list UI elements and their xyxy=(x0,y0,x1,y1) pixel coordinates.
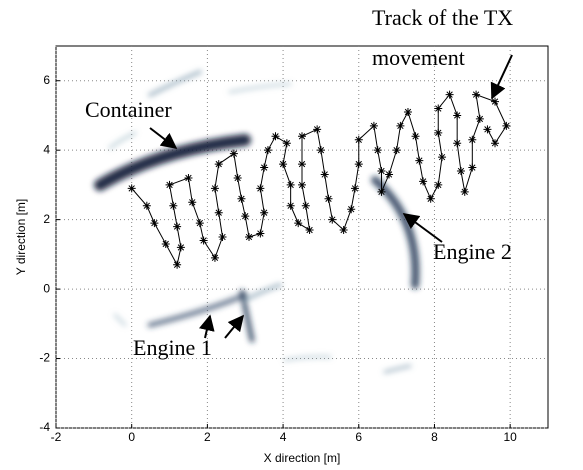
track-point xyxy=(177,243,185,251)
track-point xyxy=(264,146,272,154)
track-point xyxy=(128,184,136,192)
track-point xyxy=(340,226,348,234)
track-point xyxy=(453,139,461,147)
annotation: movement xyxy=(372,45,465,70)
track-point xyxy=(260,209,268,217)
track-point xyxy=(211,184,219,192)
track-point xyxy=(434,181,442,189)
track-point xyxy=(453,111,461,119)
track-point xyxy=(196,219,204,227)
track-point xyxy=(476,115,484,123)
x-tick-label: 10 xyxy=(503,430,517,444)
track-point xyxy=(434,105,442,113)
track-point xyxy=(377,188,385,196)
track-point xyxy=(283,139,291,147)
track-point xyxy=(491,139,499,147)
annotation: Engine 1 xyxy=(133,335,212,360)
track-point xyxy=(245,233,253,241)
annotation: Track of the TX xyxy=(372,5,513,30)
x-axis-label: X direction [m] xyxy=(264,451,341,465)
track-point xyxy=(457,167,465,175)
track-point xyxy=(256,184,264,192)
track-point xyxy=(256,230,264,238)
track-point xyxy=(317,146,325,154)
track-point xyxy=(162,240,170,248)
track-point xyxy=(491,98,499,106)
track-point xyxy=(393,146,401,154)
track-point xyxy=(173,261,181,269)
track-point xyxy=(200,236,208,244)
track-point xyxy=(302,202,310,210)
annotation: Engine 2 xyxy=(433,239,512,264)
chart: X direction [m] Y direction [m] Track of… xyxy=(0,0,583,470)
track-point xyxy=(347,205,355,213)
track-point xyxy=(150,219,158,227)
track-point xyxy=(287,181,295,189)
x-tick-label: 2 xyxy=(204,430,211,444)
track-point xyxy=(385,170,393,178)
track-point xyxy=(230,150,238,158)
track-point xyxy=(404,108,412,116)
track-point xyxy=(272,132,280,140)
track-point xyxy=(472,91,480,99)
y-tick-label: 0 xyxy=(43,281,50,295)
track-point xyxy=(427,195,435,203)
track-point xyxy=(215,209,223,217)
track-point xyxy=(211,254,219,262)
track-point xyxy=(241,212,249,220)
track-point xyxy=(419,177,427,185)
track-point xyxy=(412,132,420,140)
track-point xyxy=(502,122,510,130)
y-tick-label: 4 xyxy=(43,142,50,156)
annotation: Container xyxy=(85,97,172,122)
track-point xyxy=(396,122,404,130)
track-point xyxy=(188,198,196,206)
track-point xyxy=(287,202,295,210)
y-tick-label: 2 xyxy=(43,212,50,226)
track-point xyxy=(234,174,242,182)
track-point xyxy=(298,132,306,140)
track-point xyxy=(434,129,442,137)
track-point xyxy=(483,125,491,133)
track-point xyxy=(298,160,306,168)
track-point xyxy=(219,233,227,241)
track-point xyxy=(438,153,446,161)
x-tick-label: 4 xyxy=(280,430,287,444)
track-point xyxy=(166,181,174,189)
track-point xyxy=(184,174,192,182)
track-point xyxy=(351,184,359,192)
track-point xyxy=(468,136,476,144)
track-point xyxy=(279,160,287,168)
track-point xyxy=(446,91,454,99)
y-tick-label: -4 xyxy=(39,420,50,434)
track-point xyxy=(173,223,181,231)
x-tick-label: 6 xyxy=(355,430,362,444)
track-point xyxy=(328,216,336,224)
track-point xyxy=(415,157,423,165)
track-point xyxy=(143,202,151,210)
track-point xyxy=(306,226,314,234)
track-point xyxy=(260,164,268,172)
track-point xyxy=(374,146,382,154)
track-point xyxy=(321,170,329,178)
x-tick-label: 8 xyxy=(431,430,438,444)
x-tick-label: 0 xyxy=(128,430,135,444)
track-point xyxy=(294,219,302,227)
y-tick-label: -2 xyxy=(39,351,50,365)
track-point xyxy=(377,167,385,175)
track-point xyxy=(237,195,245,203)
y-axis-label: Y direction [m] xyxy=(14,199,28,275)
x-tick-label: -2 xyxy=(51,430,62,444)
track-point xyxy=(298,181,306,189)
track-point xyxy=(215,160,223,168)
track-point xyxy=(169,202,177,210)
y-tick-label: 6 xyxy=(43,73,50,87)
track-point xyxy=(313,125,321,133)
track-point xyxy=(355,136,363,144)
track-point xyxy=(468,164,476,172)
track-point xyxy=(355,160,363,168)
track-point xyxy=(324,195,332,203)
track-point xyxy=(461,188,469,196)
track-point xyxy=(370,122,378,130)
